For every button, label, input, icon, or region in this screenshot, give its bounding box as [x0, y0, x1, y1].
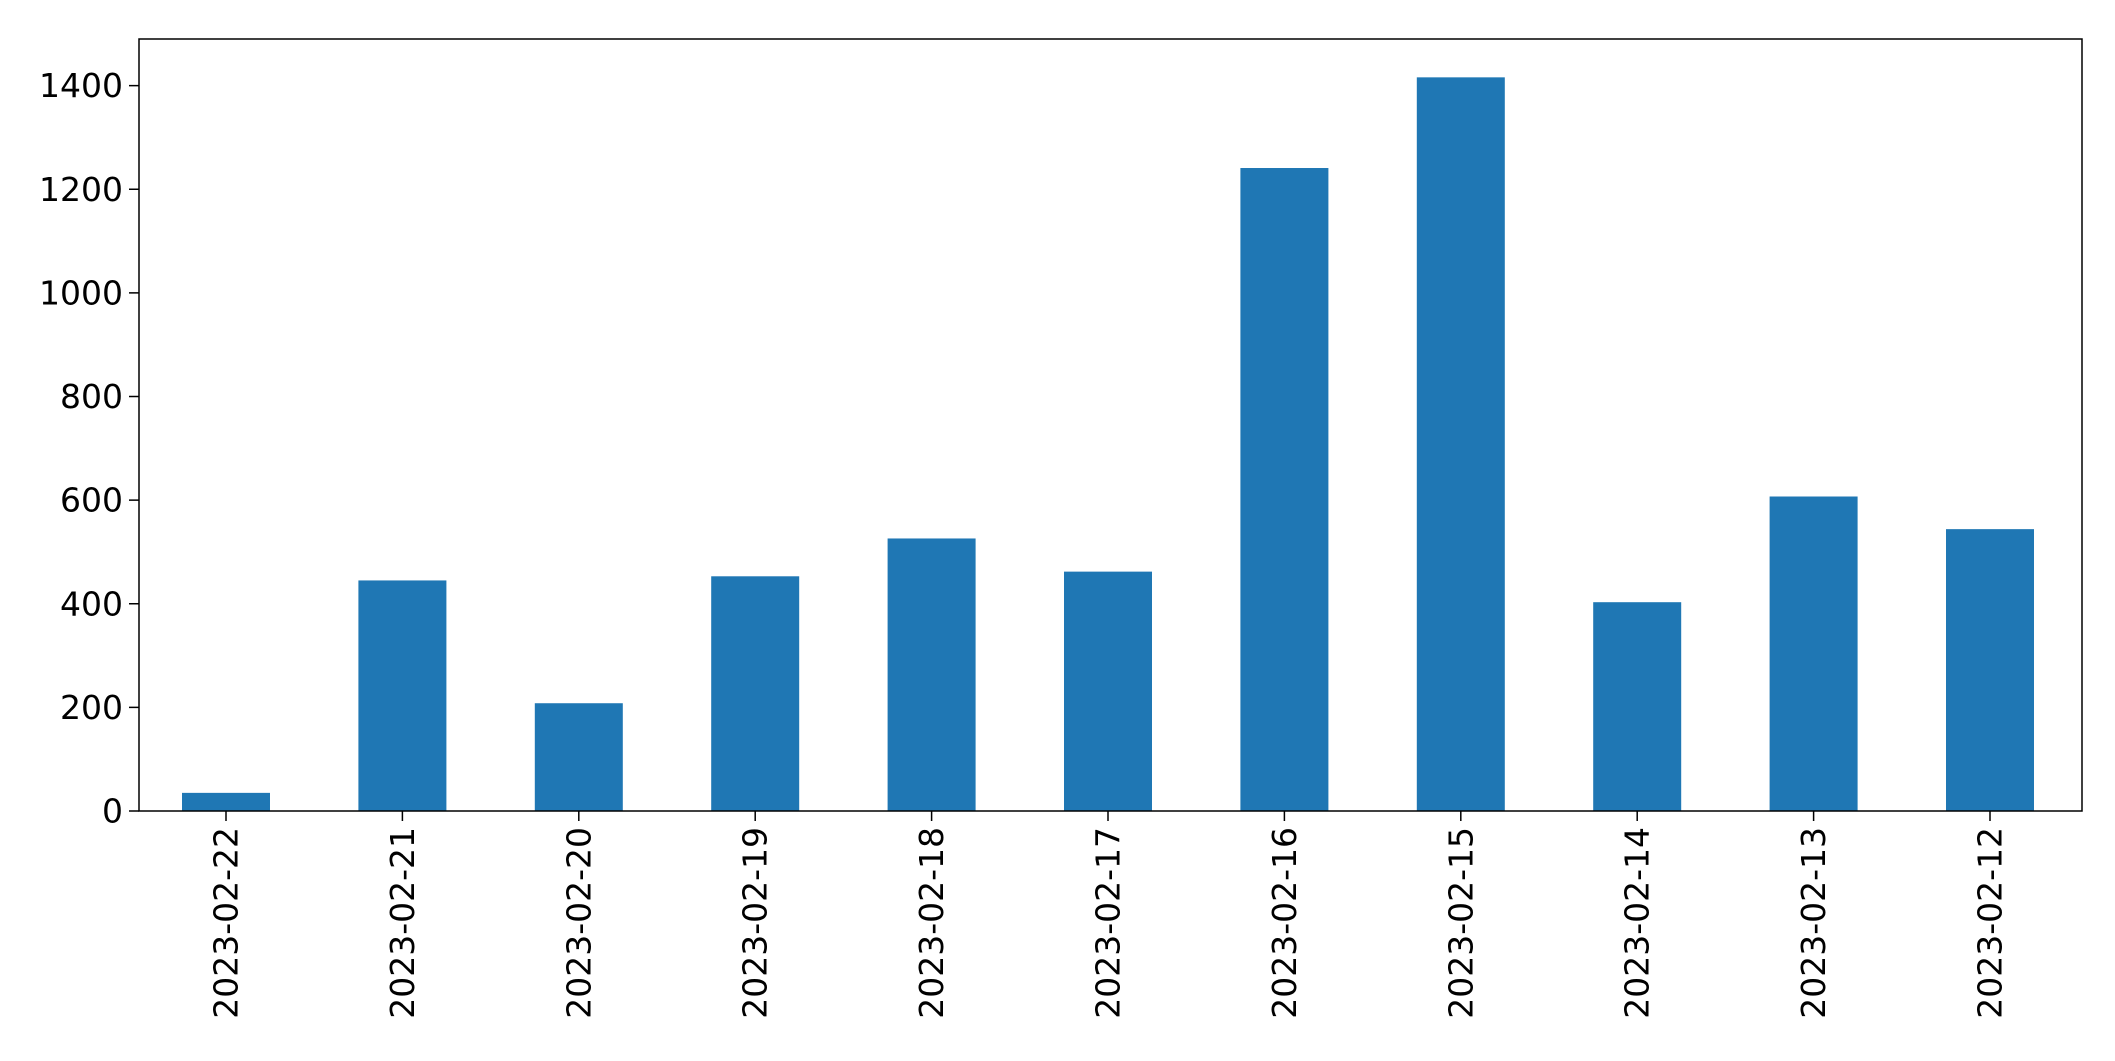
bar-2023-02-18: [887, 538, 976, 811]
x-tick-label: 2023-02-22: [207, 827, 246, 1019]
y-tick-label: 1000: [39, 273, 123, 312]
y-tick-label: 200: [60, 688, 123, 727]
x-tick-label: 2023-02-14: [1618, 827, 1657, 1019]
bar-2023-02-13: [1769, 496, 1858, 811]
x-axis: 2023-02-22 2023-02-21 2023-02-20 2023-02-19…: [207, 811, 2010, 1019]
x-tick-label: 2023-02-17: [1089, 827, 1128, 1019]
plot-frame: [138, 38, 2083, 812]
y-tick-label: 1400: [39, 66, 123, 105]
y-tick-label: 0: [102, 792, 123, 831]
x-tick-label: 2023-02-16: [1265, 827, 1304, 1019]
x-tick-label: 2023-02-15: [1441, 827, 1480, 1019]
x-tick-label: 2023-02-21: [383, 827, 422, 1019]
x-tick-label: 2023-02-18: [912, 827, 951, 1019]
y-tick-label: 400: [60, 584, 123, 623]
bars-group: [182, 77, 2034, 811]
y-tick-label: 600: [60, 481, 123, 520]
y-tick-label: 1200: [39, 170, 123, 209]
bar-2023-02-21: [358, 580, 447, 811]
bar-2023-02-17: [1064, 571, 1152, 811]
y-tick-label: 800: [60, 377, 123, 416]
bar-2023-02-22: [182, 792, 270, 811]
x-tick-label: 2023-02-13: [1794, 827, 1833, 1019]
bar-2023-02-15: [1416, 77, 1505, 811]
x-tick-label: 2023-02-20: [559, 827, 598, 1019]
bar-2023-02-12: [1946, 529, 2034, 811]
bar-2023-02-16: [1240, 168, 1329, 811]
x-tick-label: 2023-02-19: [736, 827, 775, 1019]
bar-2023-02-14: [1593, 602, 1682, 811]
y-axis: 0 200 400 600 800 1000 1200 1400: [39, 66, 139, 831]
bar-2023-02-20: [534, 703, 623, 811]
bar-2023-02-19: [711, 576, 800, 811]
x-tick-label: 2023-02-12: [1971, 827, 2010, 1019]
